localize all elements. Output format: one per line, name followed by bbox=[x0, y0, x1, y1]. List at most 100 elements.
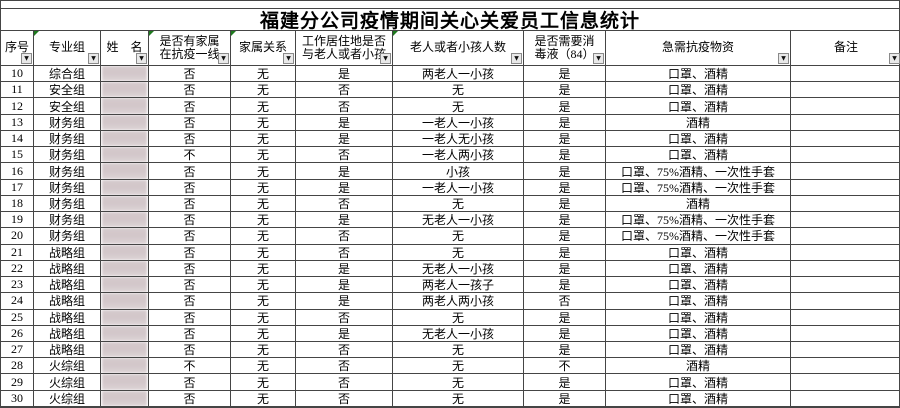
cell-lives_with_elderly_children[interactable]: 否 bbox=[296, 341, 393, 359]
cell-family_frontline[interactable]: 否 bbox=[149, 82, 231, 99]
cell-family_relation[interactable]: 无 bbox=[231, 179, 296, 196]
cell-urgent_supplies[interactable]: 口罩、酒精 bbox=[606, 341, 791, 359]
cell-family_relation[interactable]: 无 bbox=[231, 147, 296, 164]
cell-urgent_supplies[interactable]: 口罩、酒精 bbox=[606, 293, 791, 310]
cell-name[interactable] bbox=[101, 82, 149, 99]
cell-urgent_supplies[interactable]: 口罩、75%酒精、一次性手套 bbox=[606, 179, 791, 196]
cell-lives_with_elderly_children[interactable]: 否 bbox=[296, 374, 393, 391]
cell-note[interactable] bbox=[791, 163, 899, 180]
cell-group[interactable]: 战略组 bbox=[34, 309, 101, 326]
cell-elderly_children_count[interactable]: 一老人一小孩 bbox=[393, 114, 524, 131]
cell-no[interactable]: 19 bbox=[1, 212, 34, 229]
cell-needs_disinfectant[interactable]: 是 bbox=[524, 277, 606, 294]
cell-elderly_children_count[interactable]: 无老人一小孩 bbox=[393, 212, 524, 229]
cell-elderly_children_count[interactable]: 无 bbox=[393, 244, 524, 261]
cell-name[interactable] bbox=[101, 228, 149, 245]
cell-family_frontline[interactable]: 否 bbox=[149, 341, 231, 359]
filter-button-elderly_children_count[interactable]: ▼ bbox=[511, 53, 522, 64]
cell-no[interactable]: 15 bbox=[1, 147, 34, 164]
cell-family_relation[interactable]: 无 bbox=[231, 212, 296, 229]
cell-needs_disinfectant[interactable]: 是 bbox=[524, 114, 606, 131]
cell-urgent_supplies[interactable]: 口罩、酒精 bbox=[606, 374, 791, 391]
cell-group[interactable]: 战略组 bbox=[34, 341, 101, 359]
cell-group[interactable]: 战略组 bbox=[34, 277, 101, 294]
cell-group[interactable]: 财务组 bbox=[34, 179, 101, 196]
cell-note[interactable] bbox=[791, 115, 899, 131]
cell-urgent_supplies[interactable]: 口罩、酒精 bbox=[606, 309, 791, 326]
cell-family_relation[interactable]: 无 bbox=[231, 325, 296, 342]
cell-lives_with_elderly_children[interactable]: 否 bbox=[296, 82, 393, 99]
cell-family_frontline[interactable]: 否 bbox=[149, 114, 231, 131]
cell-note[interactable] bbox=[791, 180, 899, 196]
cell-note[interactable] bbox=[791, 245, 899, 261]
cell-elderly_children_count[interactable]: 两老人两小孩 bbox=[393, 293, 524, 310]
filter-button-family_relation[interactable]: ▼ bbox=[283, 53, 294, 64]
cell-elderly_children_count[interactable]: 两老人一孩子 bbox=[393, 277, 524, 294]
cell-lives_with_elderly_children[interactable]: 是 bbox=[296, 277, 393, 294]
cell-elderly_children_count[interactable]: 一老人一小孩 bbox=[393, 179, 524, 196]
cell-urgent_supplies[interactable]: 口罩、75%酒精、一次性手套 bbox=[606, 228, 791, 245]
cell-lives_with_elderly_children[interactable]: 否 bbox=[296, 390, 393, 407]
cell-family_relation[interactable]: 无 bbox=[231, 277, 296, 294]
cell-elderly_children_count[interactable]: 两老人一小孩 bbox=[393, 66, 524, 83]
cell-needs_disinfectant[interactable]: 是 bbox=[524, 130, 606, 148]
cell-needs_disinfectant[interactable]: 是 bbox=[524, 341, 606, 359]
cell-family_frontline[interactable]: 否 bbox=[149, 163, 231, 180]
cell-name[interactable] bbox=[101, 277, 149, 294]
cell-no[interactable]: 29 bbox=[1, 374, 34, 391]
cell-name[interactable] bbox=[101, 98, 149, 115]
cell-name[interactable] bbox=[101, 114, 149, 131]
cell-no[interactable]: 20 bbox=[1, 228, 34, 245]
cell-group[interactable]: 财务组 bbox=[34, 147, 101, 164]
cell-lives_with_elderly_children[interactable]: 是 bbox=[296, 212, 393, 229]
cell-note[interactable] bbox=[791, 212, 899, 229]
cell-urgent_supplies[interactable]: 口罩、酒精 bbox=[606, 244, 791, 261]
cell-name[interactable] bbox=[101, 325, 149, 342]
filter-button-urgent_supplies[interactable]: ▼ bbox=[778, 53, 789, 64]
cell-urgent_supplies[interactable]: 口罩、酒精 bbox=[606, 82, 791, 99]
cell-family_frontline[interactable]: 否 bbox=[149, 179, 231, 196]
cell-no[interactable]: 24 bbox=[1, 293, 34, 310]
cell-no[interactable]: 13 bbox=[1, 114, 34, 131]
cell-group[interactable]: 财务组 bbox=[34, 228, 101, 245]
cell-needs_disinfectant[interactable]: 是 bbox=[524, 260, 606, 278]
cell-elderly_children_count[interactable]: 无老人一小孩 bbox=[393, 325, 524, 342]
cell-group[interactable]: 战略组 bbox=[34, 260, 101, 278]
cell-name[interactable] bbox=[101, 179, 149, 196]
cell-group[interactable]: 战略组 bbox=[34, 325, 101, 342]
cell-name[interactable] bbox=[101, 293, 149, 310]
cell-note[interactable] bbox=[791, 374, 899, 391]
cell-name[interactable] bbox=[101, 163, 149, 180]
cell-note[interactable] bbox=[791, 82, 899, 99]
cell-family_frontline[interactable]: 否 bbox=[149, 309, 231, 326]
cell-family_frontline[interactable]: 否 bbox=[149, 260, 231, 278]
cell-note[interactable] bbox=[791, 293, 899, 310]
cell-lives_with_elderly_children[interactable]: 否 bbox=[296, 195, 393, 213]
cell-elderly_children_count[interactable]: 无老人一小孩 bbox=[393, 260, 524, 278]
cell-lives_with_elderly_children[interactable]: 是 bbox=[296, 163, 393, 180]
cell-urgent_supplies[interactable]: 口罩、酒精 bbox=[606, 98, 791, 115]
cell-no[interactable]: 21 bbox=[1, 244, 34, 261]
cell-name[interactable] bbox=[101, 260, 149, 278]
cell-family_relation[interactable]: 无 bbox=[231, 163, 296, 180]
cell-needs_disinfectant[interactable]: 是 bbox=[524, 195, 606, 213]
cell-family_frontline[interactable]: 不 bbox=[149, 147, 231, 164]
cell-group[interactable]: 财务组 bbox=[34, 212, 101, 229]
cell-note[interactable] bbox=[791, 391, 899, 407]
cell-group[interactable]: 财务组 bbox=[34, 163, 101, 180]
cell-lives_with_elderly_children[interactable]: 否 bbox=[296, 309, 393, 326]
cell-needs_disinfectant[interactable]: 是 bbox=[524, 98, 606, 115]
cell-note[interactable] bbox=[791, 196, 899, 213]
cell-urgent_supplies[interactable]: 口罩、酒精 bbox=[606, 130, 791, 148]
cell-family_frontline[interactable]: 否 bbox=[149, 98, 231, 115]
cell-lives_with_elderly_children[interactable]: 是 bbox=[296, 114, 393, 131]
cell-lives_with_elderly_children[interactable]: 否 bbox=[296, 98, 393, 115]
cell-note[interactable] bbox=[791, 228, 899, 245]
cell-no[interactable]: 26 bbox=[1, 325, 34, 342]
cell-group[interactable]: 安全组 bbox=[34, 98, 101, 115]
cell-needs_disinfectant[interactable]: 是 bbox=[524, 390, 606, 407]
cell-family_frontline[interactable]: 否 bbox=[149, 277, 231, 294]
cell-note[interactable] bbox=[791, 358, 899, 375]
cell-family_frontline[interactable]: 否 bbox=[149, 66, 231, 83]
cell-family_frontline[interactable]: 不 bbox=[149, 358, 231, 375]
